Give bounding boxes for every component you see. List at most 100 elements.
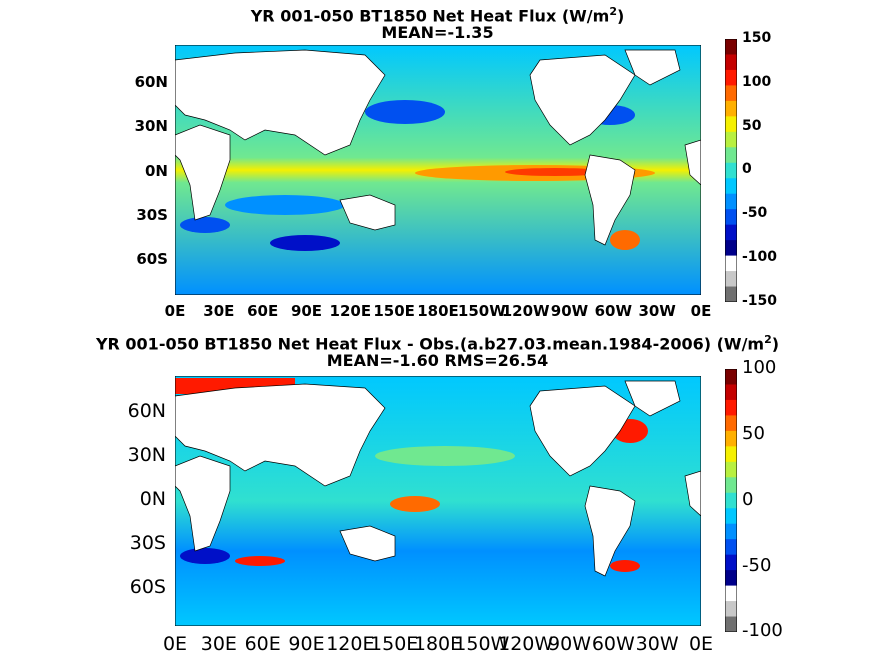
panel1-falkland <box>610 230 640 250</box>
colorbar-segment <box>725 116 737 133</box>
colorbar-segment <box>725 477 737 494</box>
colorbar-tick: 150 <box>742 29 772 46</box>
panel2-xtick: 150W <box>454 633 510 655</box>
colorbar-segment <box>725 209 737 226</box>
panel2-xtick: 0E <box>688 633 714 655</box>
colorbar-segment <box>725 193 737 210</box>
colorbar-segment <box>725 286 737 302</box>
panel1-map <box>175 45 701 295</box>
panel1-title: YR 001-050 BT1850 Net Heat Flux (W/m2) <box>250 5 625 26</box>
colorbar-segment <box>725 162 737 179</box>
panel2-agulhas <box>235 556 285 566</box>
panel1-mean: MEAN=-1.35 <box>381 23 494 42</box>
colorbar-tick: 50 <box>742 117 762 134</box>
panel1-xtick: 0E <box>164 302 186 320</box>
colorbar-segment <box>725 69 737 86</box>
colorbar-tick: 100 <box>742 357 777 379</box>
panel1-ytick: 30N <box>134 117 168 135</box>
panel2-xtick: 60E <box>244 633 281 655</box>
colorbar-tick: -50 <box>742 205 768 222</box>
panel2-xtick: 180E <box>413 633 463 655</box>
panel1-so-cold <box>270 235 340 251</box>
panel1-ytick: 60N <box>134 73 168 91</box>
colorbar-tick: 50 <box>742 423 765 445</box>
colorbar-tick: 0 <box>742 161 752 178</box>
colorbar-segment <box>725 240 737 257</box>
colorbar-segment <box>725 415 737 432</box>
colorbar-tick: -100 <box>742 249 778 266</box>
panel2-ytick: 0N <box>139 488 166 510</box>
colorbar-segment <box>725 54 737 71</box>
panel1-ytick: 60S <box>136 250 168 268</box>
panel1-ytick: 30S <box>136 206 168 224</box>
panel2-xtick: 120W <box>498 633 554 655</box>
panel1-xtick: 60W <box>594 302 633 320</box>
panel2-xtick: 30W <box>635 633 679 655</box>
panel1-xtick: 150E <box>373 302 415 320</box>
colorbar-segment <box>725 492 737 509</box>
panel2-xtick: 90W <box>548 633 591 655</box>
colorbar-segment <box>725 570 737 587</box>
panel2-xtick: 60W <box>591 633 635 655</box>
colorbar-segment <box>725 430 737 447</box>
panel1-xtick: 30W <box>638 302 676 320</box>
panel2-ytick: 60S <box>129 576 166 598</box>
panel1-xtick: 30E <box>203 302 235 320</box>
colorbar-segment <box>725 100 737 117</box>
colorbar-segment <box>725 85 737 102</box>
colorbar-tick: -150 <box>742 292 778 309</box>
colorbar-segment <box>725 39 737 55</box>
panel2-colorbar <box>725 369 737 632</box>
panel1-ytick: 0N <box>145 162 168 180</box>
colorbar-segment <box>725 508 737 525</box>
panel1-eq-hot <box>505 168 605 176</box>
panel2-map <box>175 376 701 626</box>
colorbar-segment <box>725 399 737 416</box>
colorbar-segment <box>725 224 737 241</box>
panel1-xtick: 90W <box>550 302 589 320</box>
colorbar-segment <box>725 601 737 618</box>
panel2-land <box>175 380 701 577</box>
colorbar-segment <box>725 131 737 148</box>
colorbar-segment <box>725 616 737 632</box>
panel2-ytick: 60N <box>127 400 166 422</box>
panel2-xtick: 30E <box>200 633 237 655</box>
colorbar-segment <box>725 461 737 478</box>
colorbar-segment <box>725 369 737 385</box>
panel2-ytick: 30N <box>127 444 166 466</box>
panel2-xtick: 150E <box>370 633 419 655</box>
colorbar-segment <box>725 523 737 540</box>
colorbar-tick: 0 <box>742 488 754 510</box>
panel2-falkland <box>610 560 640 572</box>
panel1-xtick: 180E <box>417 302 459 320</box>
panel2-xtick: 120E <box>326 633 375 655</box>
panel1-xtick: 90E <box>290 302 323 320</box>
panel1-xtick: 0E <box>690 302 712 320</box>
panel2-warm-pool <box>390 496 440 512</box>
panel1-colorbar <box>725 39 737 302</box>
colorbar-segment <box>725 384 737 401</box>
colorbar-segment <box>725 554 737 571</box>
panel2-xtick: 90E <box>288 633 325 655</box>
panel1-xtick: 60E <box>247 302 279 320</box>
panel2-so-cold <box>180 548 230 564</box>
colorbar-segment <box>725 539 737 556</box>
colorbar-tick: -50 <box>742 554 772 576</box>
panel1-kuroshio <box>365 100 445 124</box>
panel1-xtick: 120W <box>501 302 550 320</box>
colorbar-segment <box>725 178 737 195</box>
panel1-agulhas <box>180 217 230 233</box>
panel1-land <box>175 49 701 246</box>
colorbar-tick: 100 <box>742 73 772 90</box>
colorbar-segment <box>725 147 737 164</box>
panel1-xtick: 150W <box>457 302 506 320</box>
panel2-stats: MEAN=-1.60 RMS=26.54 <box>326 351 549 370</box>
colorbar-segment <box>725 271 737 288</box>
colorbar-segment <box>725 255 737 272</box>
colorbar-segment <box>725 585 737 602</box>
panel2-xtick: 0E <box>162 633 188 655</box>
panel2-npac <box>375 446 515 466</box>
colorbar-segment <box>725 446 737 463</box>
panel1-io-south <box>225 195 345 215</box>
panel2-title: YR 001-050 BT1850 Net Heat Flux - Obs.(a… <box>95 333 780 354</box>
